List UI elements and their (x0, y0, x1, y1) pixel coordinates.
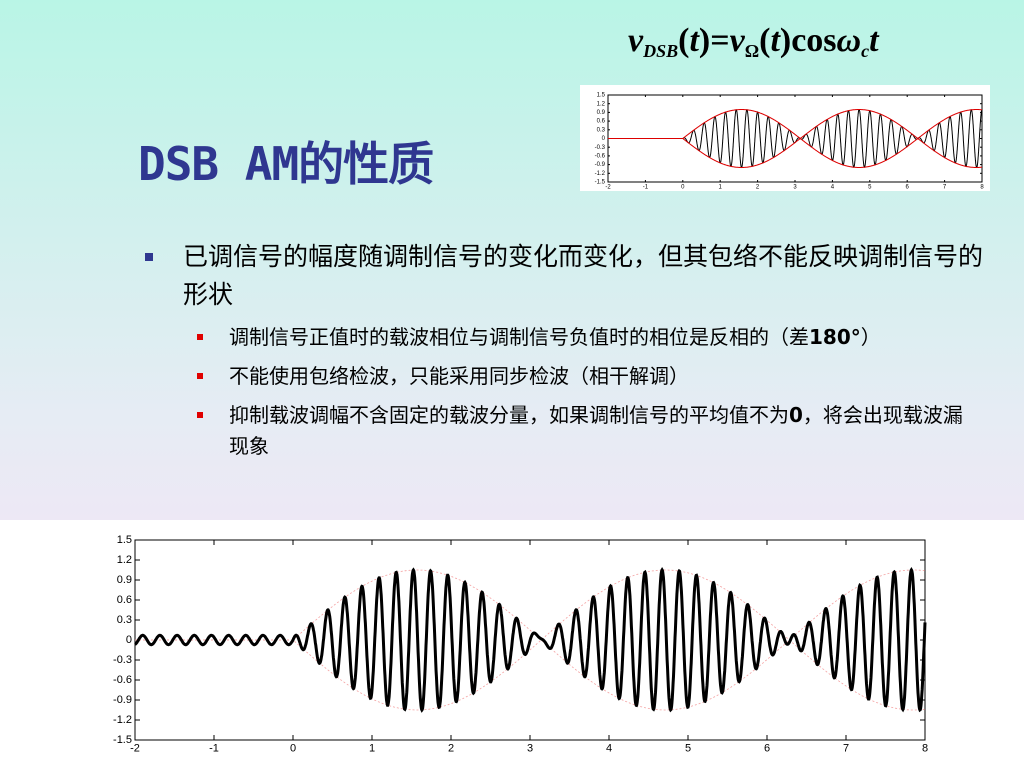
sub-bullet: 不能使用包络检波，只能采用同步检波（相干解调） (197, 361, 974, 392)
y-tick-label: -0.9 (113, 694, 132, 706)
dsb-wave (134, 566, 927, 713)
y-tick-label: -1.5 (595, 180, 606, 186)
sub-bullet-text: 不能使用包络检波，只能采用同步检波（相干解调） (229, 364, 689, 388)
x-tick-label: -1 (209, 743, 219, 755)
formula-part: t (689, 22, 699, 59)
x-tick-label: 2 (756, 184, 760, 190)
x-tick-label: 3 (793, 184, 797, 190)
sub-bullet-text: 抑制载波调幅不含固定的载波分量，如果调制信号的平均值不为 (229, 403, 789, 427)
y-tick-label: -1.5 (113, 734, 132, 746)
formula: vDSB(t)=vΩ(t)cosωct (628, 22, 879, 62)
bullet: 已调信号的幅度随调制信号的变化而变化，但其包络不能反映调制信号的形状 (145, 238, 983, 314)
sub-bullet-text: ，将会出现载波漏现象 (229, 403, 963, 458)
y-tick-label: 1.2 (597, 101, 606, 107)
formula-part: ( (759, 22, 771, 59)
y-tick-label: 1.2 (117, 554, 132, 566)
y-tick-label: -0.6 (595, 153, 606, 159)
y-tick-label: 0.6 (597, 119, 606, 125)
sub-bullet-text: 180° (809, 325, 861, 349)
y-tick-label: -0.6 (113, 674, 132, 686)
x-tick-label: 5 (685, 743, 691, 755)
x-tick-label: 1 (369, 743, 375, 755)
sub-bullet-text: 0 (789, 403, 803, 427)
sub-bullet-text: ） (860, 325, 881, 349)
envelope (608, 137, 982, 168)
y-tick-label: 0.3 (597, 127, 606, 133)
formula-part: ( (678, 22, 690, 59)
x-tick-label: 8 (922, 743, 928, 755)
sub-bullet-text: 调制信号正值时的载波相位与调制信号负值时的相位是反相的（差 (229, 325, 809, 349)
formula-sub: c (861, 41, 870, 61)
y-tick-label: -0.3 (113, 654, 132, 666)
slide-title: DSB AM的性质 (138, 137, 434, 191)
x-tick-label: -2 (605, 184, 611, 190)
y-tick-label: 0.9 (597, 110, 606, 116)
y-tick-label: 0.3 (117, 614, 132, 626)
sub-bullet: 抑制载波调幅不含固定的载波分量，如果调制信号的平均值不为0，将会出现载波漏现象 (197, 400, 974, 462)
x-tick-label: 5 (868, 184, 872, 190)
x-tick-label: 0 (290, 743, 296, 755)
y-tick-label: 0.9 (117, 574, 132, 586)
formula-part: ) (698, 22, 711, 59)
formula-part: t (770, 22, 780, 59)
y-tick-label: 0.6 (117, 594, 132, 606)
sub-bullet: 调制信号正值时的载波相位与调制信号负值时的相位是反相的（差180°） (197, 322, 974, 353)
x-tick-label: 8 (980, 184, 984, 190)
x-tick-label: 4 (606, 743, 612, 755)
y-tick-label: -0.9 (595, 162, 606, 168)
formula-sub: DSB (643, 41, 679, 61)
y-tick-label: 0 (126, 634, 132, 646)
formula-part: v (628, 22, 644, 59)
x-tick-label: -2 (130, 743, 140, 755)
formula-part: ω (836, 22, 862, 59)
x-tick-label: 2 (448, 743, 454, 755)
x-tick-label: -1 (643, 184, 649, 190)
x-tick-label: 7 (843, 743, 849, 755)
sub-bullets: 调制信号正值时的载波相位与调制信号负值时的相位是反相的（差180°） 不能使用包络… (197, 322, 974, 470)
formula-part: t (869, 22, 879, 59)
x-tick-label: 3 (527, 743, 533, 755)
x-tick-label: 6 (906, 184, 910, 190)
y-tick-label: -0.3 (595, 145, 606, 151)
x-tick-label: 4 (831, 184, 835, 190)
envelope (135, 639, 925, 711)
x-tick-label: 6 (764, 743, 770, 755)
x-tick-label: 1 (719, 184, 723, 190)
y-tick-label: 0 (602, 136, 606, 142)
y-tick-label: -1.2 (595, 171, 606, 177)
formula-part: v (729, 22, 745, 59)
formula-part: ) (779, 22, 792, 59)
y-tick-label: 1.5 (117, 534, 132, 546)
formula-sub: Ω (744, 41, 760, 61)
formula-part: cos (791, 22, 837, 59)
y-tick-label: 1.5 (597, 93, 606, 99)
y-tick-label: -1.2 (113, 714, 132, 726)
formula-part: = (710, 22, 730, 59)
x-tick-label: 0 (681, 184, 685, 190)
x-tick-label: 7 (943, 184, 947, 190)
